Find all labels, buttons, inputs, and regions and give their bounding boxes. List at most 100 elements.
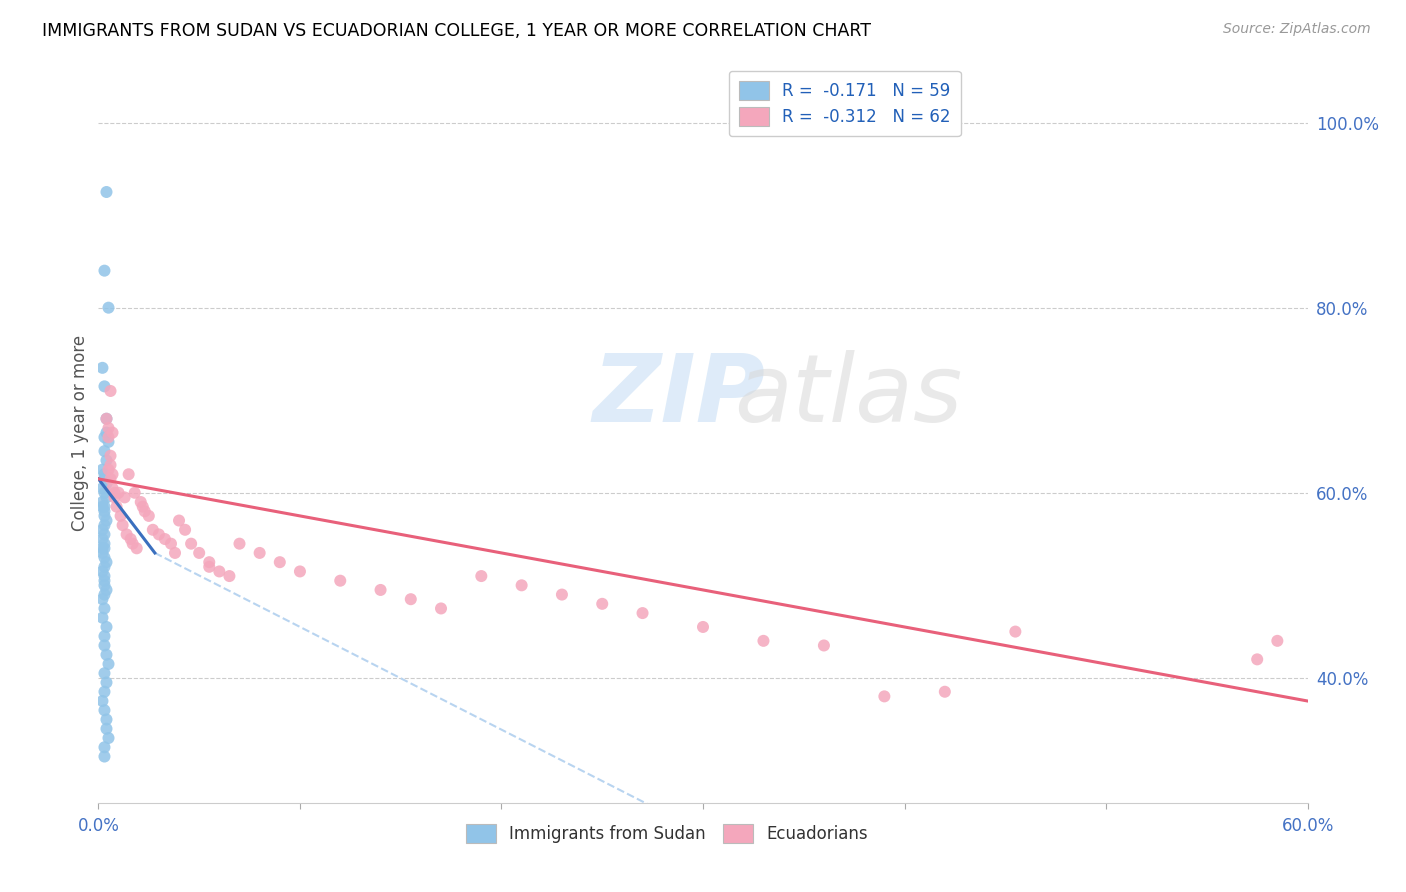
Text: ZIP: ZIP: [592, 350, 765, 442]
Point: [93, 444, 115, 458]
Point: [93, 467, 115, 482]
Point: [692, 620, 714, 634]
Point: [96, 514, 118, 528]
Point: [96, 555, 118, 569]
Point: [132, 500, 155, 514]
Point: [91, 481, 114, 495]
Point: [631, 606, 654, 620]
Point: [96, 491, 118, 505]
Point: [430, 601, 453, 615]
Point: [93, 569, 115, 583]
Point: [91, 610, 114, 624]
Point: [134, 504, 156, 518]
Point: [142, 523, 165, 537]
Point: [148, 527, 170, 541]
Point: [96, 476, 118, 491]
Point: [93, 536, 115, 550]
Point: [93, 541, 115, 556]
Point: [93, 559, 115, 574]
Point: [103, 485, 125, 500]
Point: [91, 592, 114, 607]
Point: [93, 518, 115, 533]
Point: [93, 685, 115, 699]
Point: [93, 550, 115, 565]
Point: [510, 578, 533, 592]
Point: [93, 703, 115, 717]
Point: [96, 713, 118, 727]
Point: [1004, 624, 1026, 639]
Text: IMMIGRANTS FROM SUDAN VS ECUADORIAN COLLEGE, 1 YEAR OR MORE CORRELATION CHART: IMMIGRANTS FROM SUDAN VS ECUADORIAN COLL…: [42, 22, 872, 40]
Point: [103, 491, 125, 505]
Point: [97, 430, 120, 444]
Point: [100, 449, 122, 463]
Point: [93, 485, 115, 500]
Point: [97, 462, 120, 476]
Point: [1267, 633, 1289, 648]
Point: [129, 495, 152, 509]
Point: [93, 430, 115, 444]
Point: [93, 666, 115, 681]
Point: [873, 690, 896, 704]
Point: [105, 500, 128, 514]
Point: [198, 555, 221, 569]
Point: [111, 518, 134, 533]
Point: [96, 675, 118, 690]
Point: [115, 527, 138, 541]
Point: [93, 574, 115, 588]
Point: [91, 360, 114, 375]
Point: [138, 508, 160, 523]
Point: [114, 491, 136, 505]
Point: [96, 582, 118, 597]
Point: [91, 541, 114, 556]
Point: [288, 565, 311, 579]
Point: [107, 485, 129, 500]
Point: [96, 411, 118, 425]
Point: [591, 597, 613, 611]
Point: [167, 514, 190, 528]
Point: [249, 546, 271, 560]
Point: [93, 504, 115, 518]
Point: [93, 629, 115, 643]
Point: [269, 555, 291, 569]
Point: [93, 601, 115, 615]
Point: [752, 633, 775, 648]
Point: [551, 588, 574, 602]
Point: [118, 467, 141, 482]
Point: [96, 620, 118, 634]
Point: [100, 472, 122, 486]
Point: [93, 508, 115, 523]
Point: [91, 523, 114, 537]
Point: [100, 384, 122, 398]
Point: [96, 453, 118, 467]
Point: [180, 536, 202, 550]
Point: [97, 731, 120, 745]
Point: [470, 569, 492, 583]
Point: [120, 532, 142, 546]
Point: [91, 694, 114, 708]
Point: [101, 481, 124, 495]
Point: [97, 657, 120, 671]
Point: [93, 588, 115, 602]
Point: [93, 740, 115, 755]
Point: [934, 685, 956, 699]
Point: [93, 527, 115, 541]
Point: [91, 500, 114, 514]
Point: [160, 536, 183, 550]
Point: [370, 582, 392, 597]
Point: [96, 722, 118, 736]
Point: [93, 379, 115, 393]
Point: [813, 639, 835, 653]
Point: [188, 546, 211, 560]
Point: [163, 546, 186, 560]
Point: [91, 565, 114, 579]
Point: [91, 462, 114, 476]
Point: [125, 541, 148, 556]
Point: [100, 458, 122, 472]
Point: [218, 569, 240, 583]
Point: [93, 263, 115, 277]
Point: [399, 592, 422, 607]
Point: [91, 546, 114, 560]
Point: [96, 411, 118, 425]
Point: [96, 648, 118, 662]
Point: [93, 500, 115, 514]
